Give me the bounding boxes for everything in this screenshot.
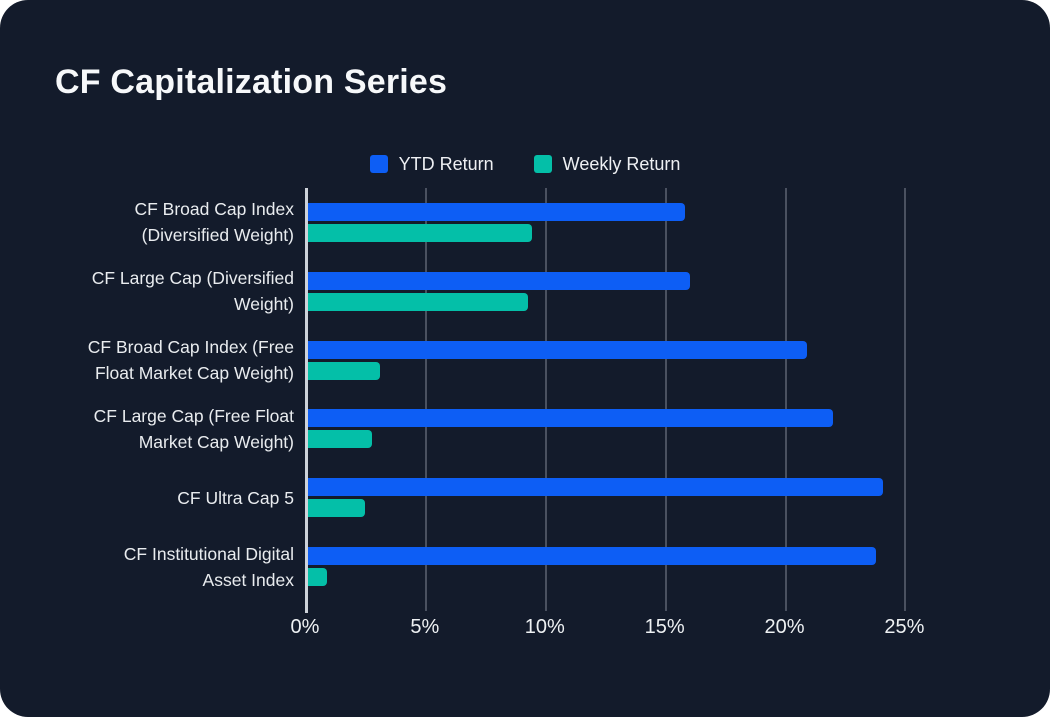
ytd-bar[interactable] <box>308 271 690 290</box>
category-label: CF Institutional Digital Asset Index <box>123 543 294 590</box>
weekly-bar[interactable] <box>308 430 373 449</box>
x-tick-label: 5% <box>410 616 440 638</box>
weekly-bar[interactable] <box>308 223 533 242</box>
category-label: CF Ultra Cap 5 <box>177 487 294 508</box>
gridline <box>424 188 427 601</box>
x-axis: 0% 5% 10% 15% 20% 25% <box>291 601 950 651</box>
weekly-legend-swatch-icon <box>533 155 552 173</box>
category-label: CF Large Cap (Free Float Market Cap Weigh… <box>93 405 294 452</box>
gridline <box>664 188 667 601</box>
weekly-bar[interactable] <box>308 499 366 518</box>
x-tick-mark <box>544 601 547 611</box>
x-tick-mark <box>424 601 427 611</box>
bar-rows <box>305 188 950 601</box>
gridline <box>904 188 907 601</box>
x-tick-mark <box>664 601 667 611</box>
y-axis-line <box>305 188 308 613</box>
bar-group <box>305 394 950 463</box>
weekly-bar[interactable] <box>308 292 528 311</box>
ytd-legend-swatch-icon <box>369 155 388 173</box>
x-tick-label: 0% <box>290 616 320 638</box>
bar-group <box>305 188 950 257</box>
x-tick-label: 20% <box>764 616 805 638</box>
bar-group <box>305 532 950 601</box>
weekly-bar[interactable] <box>308 568 328 587</box>
category-label: CF Broad Cap Index (Diversified Weight) <box>134 199 294 246</box>
gridline <box>784 188 787 601</box>
category-label: CF Large Cap (Diversified Weight) <box>91 268 294 315</box>
ytd-bar[interactable] <box>308 547 876 566</box>
ytd-bar[interactable] <box>308 340 807 359</box>
ytd-bar[interactable] <box>308 202 686 221</box>
x-tick-label: 10% <box>524 616 565 638</box>
bar-group <box>305 463 950 532</box>
weekly-bar[interactable] <box>308 361 380 380</box>
legend-label: YTD Return <box>398 153 494 174</box>
bar-group <box>305 326 950 395</box>
plot-area <box>305 188 950 613</box>
legend-label: Weekly Return <box>562 153 681 174</box>
legend-item-ytd[interactable]: YTD Return <box>369 153 494 175</box>
gridline <box>544 188 547 601</box>
chart-legend: YTD Return Weekly Return <box>0 152 1050 176</box>
chart-area: CF Broad Cap Index (Diversified Weight) CF… <box>0 188 1050 613</box>
ytd-bar[interactable] <box>308 478 884 497</box>
ytd-bar[interactable] <box>308 409 834 428</box>
bar-group <box>305 257 950 326</box>
page-title: CF Capitalization Series <box>55 63 448 101</box>
x-tick-label: 15% <box>644 616 685 638</box>
category-label: CF Broad Cap Index (Free Float Market Cap… <box>87 337 294 384</box>
x-tick-mark <box>904 601 907 611</box>
x-tick-label: 25% <box>884 616 925 638</box>
x-tick-mark <box>784 601 787 611</box>
legend-item-weekly[interactable]: Weekly Return <box>533 153 681 175</box>
category-labels-column: CF Broad Cap Index (Diversified Weight) CF… <box>0 188 305 601</box>
